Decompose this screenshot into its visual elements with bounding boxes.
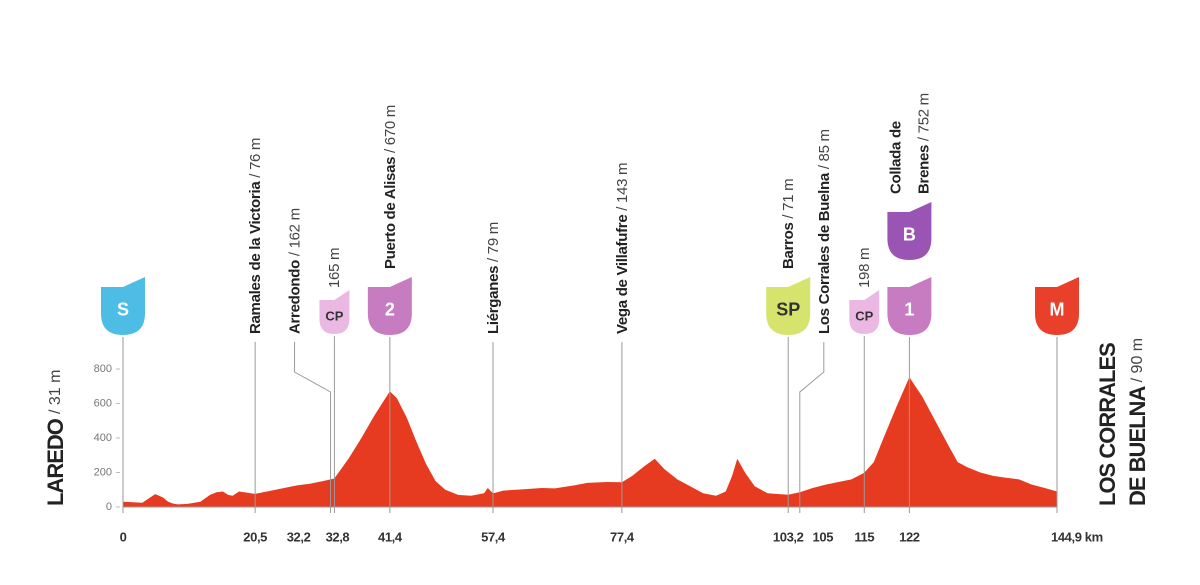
badge-label: CP — [855, 308, 873, 323]
waypoint-label-altitude: / 71 m — [780, 179, 797, 219]
waypoint-label: Liérganes / 79 m — [484, 222, 501, 334]
badge-flag — [367, 277, 412, 287]
x-tick-label: 115 — [854, 530, 874, 545]
badge-flag — [887, 202, 932, 212]
x-tick-label: 20,5 — [243, 530, 267, 545]
waypoint-label-name: Collada de — [887, 121, 904, 194]
x-tick-label: 105 — [813, 530, 834, 545]
badge-flag — [101, 277, 145, 287]
start-label-altitude: / 31 m — [47, 370, 64, 414]
x-tick-label: 0 — [120, 530, 127, 545]
badge — [849, 300, 880, 334]
badge-flag — [766, 277, 811, 287]
x-tick-label: 41,4 — [378, 530, 403, 545]
finish-label-altitude: / 90 m — [1129, 338, 1146, 382]
badge-altitude: 165 m — [326, 248, 343, 288]
waypoint-label-name: Liérganes — [484, 266, 501, 334]
badge-label: CP — [325, 308, 343, 323]
finish-label: DE BUELNA / 90 m — [1125, 338, 1150, 506]
badge — [367, 287, 412, 335]
waypoint-label-name: Puerto de Alisas — [381, 157, 398, 269]
y-tick-label: 600 — [94, 398, 112, 410]
badge-label: B — [903, 225, 916, 245]
waypoint-label: Ramales de la Victoria / 76 m — [247, 138, 264, 334]
waypoint-label-name: Arredondo — [286, 260, 303, 334]
x-tick-label: 103,2 — [773, 530, 804, 545]
waypoint-leader — [294, 342, 332, 507]
waypoint-label-name: Vega de Villafufre — [613, 215, 630, 334]
elevation-area — [123, 377, 1057, 507]
waypoint-label-name: Los Corrales de Buelna — [815, 172, 832, 334]
x-tick-label: 32,8 — [326, 530, 350, 545]
x-tick-label: 122 — [899, 530, 920, 545]
badge — [887, 212, 932, 260]
finish-label-name: LOS CORRALES — [1095, 343, 1120, 506]
waypoint-label-name: Barros — [780, 222, 797, 269]
waypoint-label: Arredondo / 162 m — [286, 208, 303, 334]
badge — [1035, 287, 1079, 335]
waypoint-label: Brenes / 752 m — [915, 93, 932, 194]
finish-label-name: DE BUELNA — [1125, 386, 1150, 506]
badge — [766, 287, 811, 335]
badge-label: M — [1050, 300, 1065, 320]
start-label-name: LAREDO — [43, 418, 68, 506]
waypoint-label-altitude: / 752 m — [915, 93, 932, 141]
y-tick-label: 200 — [94, 467, 112, 479]
badge-label: S — [117, 300, 129, 320]
waypoint-label-altitude: / 76 m — [247, 138, 264, 178]
badge — [101, 287, 145, 335]
badge-flag — [849, 290, 880, 300]
badge — [319, 300, 350, 334]
badge-label: 2 — [385, 300, 395, 320]
waypoint-label-name: Ramales de la Victoria — [247, 181, 264, 334]
badge-flag — [1035, 277, 1079, 287]
x-tick-label: 57,4 — [481, 530, 506, 545]
badge-flag — [319, 290, 350, 300]
waypoint-label-altitude: / 143 m — [613, 163, 630, 211]
waypoint-leader — [799, 342, 825, 507]
badge-flag — [887, 277, 932, 287]
waypoint-label: Puerto de Alisas / 670 m — [381, 105, 398, 269]
waypoint-label-altitude: / 162 m — [286, 208, 303, 256]
y-tick-label: 800 — [94, 363, 112, 375]
waypoint-label: Vega de Villafufre / 143 m — [613, 163, 630, 334]
waypoint-label-altitude: / 79 m — [484, 222, 501, 262]
waypoint-label: Barros / 71 m — [780, 179, 797, 269]
badge — [887, 287, 932, 335]
waypoint-label-name: Brenes — [915, 145, 932, 194]
waypoint-label: Los Corrales de Buelna / 85 m — [815, 129, 832, 334]
badge-altitude: 198 m — [856, 248, 873, 288]
badge-label: 1 — [904, 300, 914, 320]
x-tick-label: 144,9 km — [1051, 530, 1103, 545]
finish-label: LOS CORRALES — [1095, 343, 1120, 506]
badge-label: SP — [776, 300, 800, 320]
x-tick-label: 32,2 — [287, 530, 311, 545]
y-tick-label: 0 — [106, 501, 112, 513]
x-tick-label: 77,4 — [610, 530, 635, 545]
waypoint-label-altitude: / 670 m — [381, 105, 398, 153]
y-tick-label: 400 — [94, 432, 112, 444]
waypoint-label: Collada de — [887, 121, 904, 194]
start-label: LAREDO / 31 m — [43, 370, 68, 506]
waypoint-label-altitude: / 85 m — [815, 129, 832, 169]
